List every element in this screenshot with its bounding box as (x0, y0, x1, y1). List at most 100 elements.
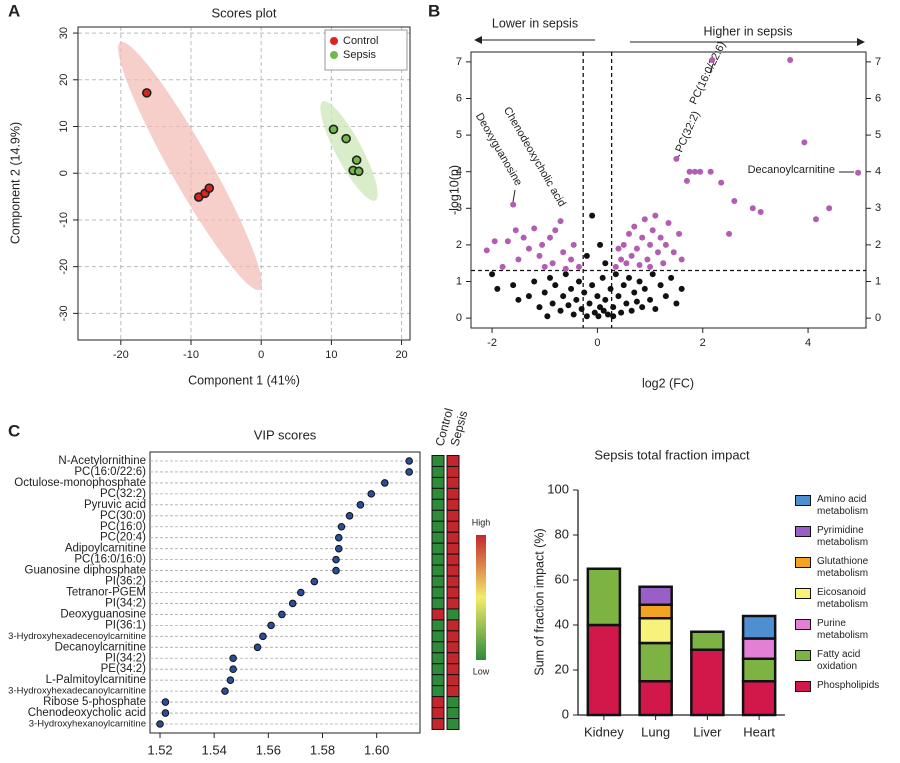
legend-item: Eicosanoid metabolism (795, 587, 895, 611)
heatmap-cell (431, 575, 445, 588)
heatmap-cell (446, 586, 460, 599)
dot (297, 588, 305, 597)
category-label: PC(16:0/16:0) (74, 554, 146, 566)
point (647, 263, 654, 270)
legend-swatch (795, 619, 811, 630)
heatmap-cell (431, 476, 445, 489)
bar-segment (741, 637, 777, 660)
bar-segment (586, 623, 622, 717)
point (618, 309, 625, 316)
point (351, 155, 362, 165)
legend-item: Amino acid metabolism (795, 494, 895, 518)
point (489, 271, 496, 278)
x-axis-label: log2 (FC) (642, 376, 694, 390)
plot-frame (77, 26, 411, 341)
heatmap-cell (446, 608, 460, 621)
heatmap-cell (446, 663, 460, 676)
point (654, 249, 661, 256)
point (491, 238, 498, 245)
point (541, 263, 548, 270)
dot (405, 457, 413, 465)
y-tick-label: 100 (547, 481, 569, 496)
category-label: Pyruvic acid (84, 499, 146, 511)
category-label: N-Acetylornithine (58, 455, 146, 467)
point (618, 256, 625, 263)
bar-segment (638, 603, 673, 620)
y-tick-label: -30 (58, 305, 70, 321)
point (552, 227, 559, 234)
point (673, 155, 680, 162)
point (494, 285, 501, 292)
legend-swatch (795, 681, 811, 692)
point (581, 289, 588, 296)
point (639, 304, 646, 311)
plot-frame (470, 51, 867, 329)
category-label: PI(36:2) (105, 576, 146, 588)
dot (345, 511, 354, 520)
chart-title: VIP scores (254, 427, 317, 442)
y-tick-label-right: 3 (875, 202, 881, 214)
point (647, 296, 654, 303)
legend-label: Phospholipids (817, 680, 880, 691)
heatmap-cell (446, 487, 460, 500)
point (652, 212, 659, 219)
point (610, 304, 617, 311)
legend-label: Eicosanoid metabolism (817, 587, 869, 610)
point (557, 218, 564, 225)
point (612, 263, 619, 270)
category-label: PI(34:2) (105, 597, 146, 609)
point (631, 289, 638, 296)
point (647, 241, 654, 248)
heatmap-cell (446, 520, 460, 533)
legend-box (324, 29, 408, 71)
heatmap-cell (446, 575, 460, 588)
point (636, 262, 643, 269)
point (610, 313, 617, 320)
heatmap-cell (431, 520, 445, 533)
heatmap-cell (431, 531, 445, 544)
category-label: 3-Hydroxyhexadecenoylcarnitine (8, 631, 146, 642)
point (562, 271, 569, 278)
dot (259, 632, 267, 641)
point (644, 256, 651, 263)
dot (337, 522, 346, 531)
point (626, 230, 632, 237)
point (591, 309, 598, 316)
x-tick-label: Heart (743, 724, 775, 739)
point (141, 88, 152, 98)
y-tick-label: 3 (456, 202, 462, 214)
x-tick-label: -2 (487, 337, 497, 349)
legend-swatch (795, 588, 811, 599)
heatmap-cell (431, 465, 445, 478)
heatmap-cell (446, 564, 460, 577)
point (665, 219, 672, 226)
point (536, 252, 543, 259)
y-tick-label: 6 (456, 92, 462, 104)
annotation: PC(32:2) (673, 109, 702, 154)
x-tick-label: Kidney (584, 724, 624, 739)
point (504, 238, 511, 245)
point (731, 197, 738, 204)
dot (226, 676, 235, 684)
x-tick-label: 1.60 (364, 742, 389, 757)
legend-item: Purine metabolism (795, 618, 895, 642)
y-tick-label: 60 (555, 571, 569, 586)
heatmap-cell (431, 696, 445, 709)
point (565, 302, 572, 309)
heatmap-cell (446, 718, 460, 730)
point (633, 298, 640, 305)
category-label: PE(34:2) (101, 663, 147, 675)
point (697, 168, 704, 175)
leader-line (709, 63, 714, 74)
y-tick-label: 0 (562, 706, 569, 721)
heatmap-cell (446, 542, 460, 555)
point (597, 241, 604, 248)
point (749, 205, 756, 212)
point (589, 212, 596, 219)
legend-swatch (795, 557, 811, 568)
dot (221, 687, 229, 695)
bar-segment (690, 630, 725, 651)
annotation: PC(16:0/22:6) (688, 40, 729, 107)
point (552, 282, 559, 289)
